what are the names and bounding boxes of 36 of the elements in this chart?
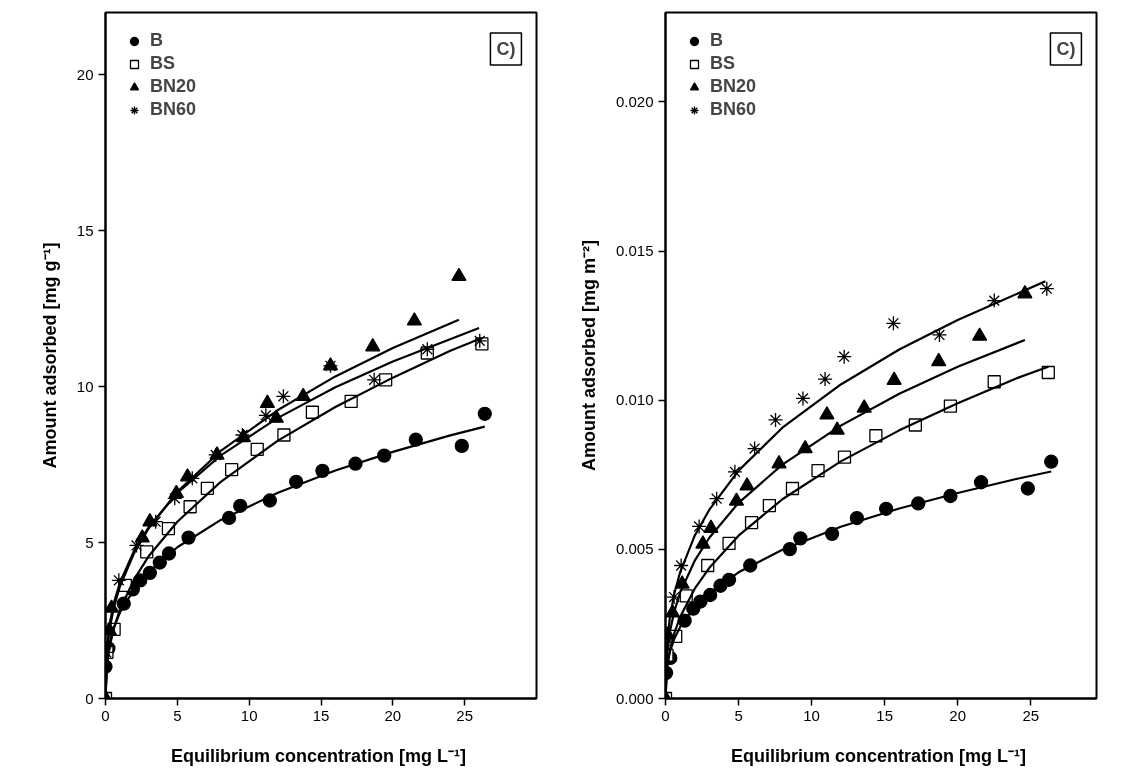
- x-tick-label: 10: [803, 706, 820, 724]
- y-tick-label: 0.005: [615, 540, 654, 558]
- y-tick-label: 0.015: [615, 242, 654, 260]
- legend-label: BS: [710, 53, 736, 74]
- y-tick-label: 0.010: [615, 391, 654, 409]
- y-tick-label: 20: [76, 65, 94, 83]
- y-axis-title: Amount adsorbed [mg g⁻¹]: [39, 242, 60, 469]
- legend-label: BN20: [150, 76, 197, 97]
- y-tick-label: 0.000: [615, 689, 654, 707]
- y-axis-title: Amount adsorbed [mg m⁻²]: [578, 240, 599, 471]
- x-tick-label: 20: [949, 706, 967, 724]
- x-axis-title: Equilibrium concentration [mg L⁻¹]: [171, 745, 466, 766]
- legend-label: BN60: [710, 99, 757, 120]
- y-tick-label: 0: [85, 689, 94, 707]
- x-axis-title: Equilibrium concentration [mg L⁻¹]: [731, 745, 1026, 766]
- x-tick-label: 25: [1022, 706, 1040, 724]
- x-tick-label: 25: [456, 706, 474, 724]
- legend-label: BN20: [710, 76, 757, 97]
- x-tick-label: 0: [661, 706, 670, 724]
- x-tick-label: 15: [876, 706, 893, 724]
- x-tick-label: 20: [384, 706, 402, 724]
- y-tick-label: 5: [85, 533, 94, 551]
- y-tick-label: 10: [76, 377, 94, 395]
- x-tick-label: 15: [312, 706, 330, 724]
- legend-label: BS: [150, 53, 176, 74]
- x-tick-label: 10: [240, 706, 258, 724]
- x-tick-label: 5: [734, 706, 743, 724]
- y-tick-label: 0.020: [615, 92, 654, 110]
- x-tick-label: 5: [173, 706, 182, 724]
- legend-label: BN60: [150, 99, 197, 120]
- annotation: C): [1056, 39, 1076, 60]
- x-tick-label: 0: [101, 706, 110, 724]
- y-tick-label: 15: [76, 221, 94, 239]
- annotation: C): [496, 39, 516, 60]
- legend-label: B: [150, 30, 164, 51]
- legend-label: B: [710, 30, 724, 51]
